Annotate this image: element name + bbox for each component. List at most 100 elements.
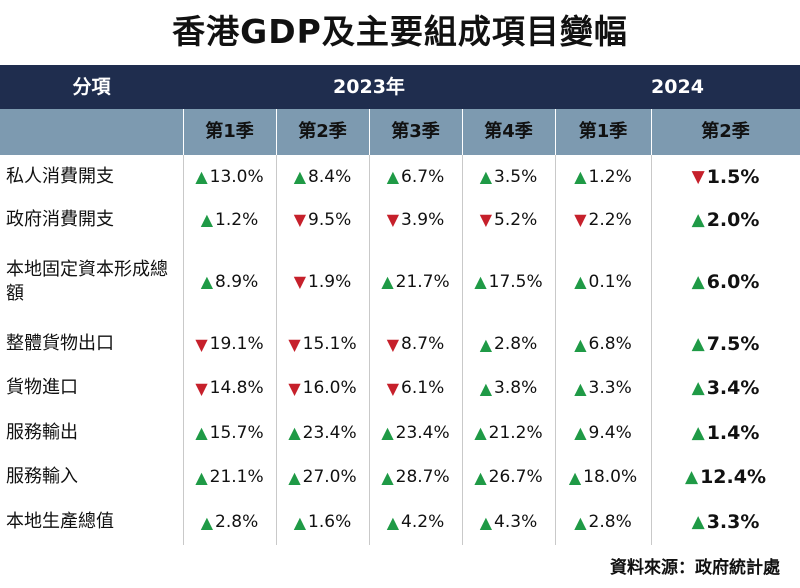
- value-cell: ▲ 1.2%: [555, 155, 651, 198]
- up-triangle-icon: ▲: [568, 467, 582, 487]
- value-cell: ▲ 1.2%: [183, 198, 276, 241]
- value-text: 15.1%: [302, 334, 357, 354]
- up-triangle-icon: ▲: [574, 378, 587, 398]
- value-text: 4.3%: [494, 512, 538, 532]
- down-triangle-icon: ▼: [195, 334, 208, 354]
- chart-title: 香港GDP及主要組成項目變幅: [172, 12, 628, 51]
- value-cell: ▼ 2.2%: [555, 198, 651, 241]
- up-triangle-icon: ▲: [381, 272, 394, 291]
- up-triangle-icon: ▲: [691, 271, 705, 292]
- value-text: 9.4%: [588, 422, 632, 443]
- value-cell: ▼ 6.1%: [369, 366, 462, 410]
- header-divider: [183, 109, 184, 155]
- header-row-quarters: 第1季 第2季 第3季 第4季 第1季 第2季: [0, 109, 800, 155]
- column-divider: [369, 155, 370, 545]
- down-triangle-icon: ▼: [574, 210, 587, 229]
- table-row: 本地固定資本形成總額 ▲ 8.9% ▼ 1.9% ▲ 21.7% ▲ 17.5% ▲ 0.1% ▲ 6.…: [0, 241, 800, 322]
- up-triangle-icon: ▲: [386, 512, 400, 532]
- value-text: 2.2%: [588, 209, 632, 230]
- column-divider: [276, 155, 277, 545]
- value-text: 27.0%: [302, 467, 357, 487]
- value-text: 6.7%: [401, 166, 445, 187]
- up-triangle-icon: ▲: [574, 272, 587, 291]
- value-cell: ▼ 9.5%: [276, 198, 369, 241]
- value-cell: ▼ 14.8%: [183, 366, 276, 410]
- value-text: 3.9%: [401, 209, 445, 230]
- value-text: 3.5%: [494, 166, 538, 187]
- up-triangle-icon: ▲: [474, 272, 487, 291]
- value-cell: ▲ 13.0%: [183, 155, 276, 198]
- header-divider: [651, 109, 652, 155]
- value-text: 13.0%: [209, 166, 264, 187]
- column-divider: [462, 155, 463, 545]
- value-text: 1.4%: [706, 421, 760, 444]
- table-row: 服務輸入 ▲ 21.1% ▲ 27.0% ▲ 28.7% ▲ 26.7% ▲ 18.0% ▲ 12.4%: [0, 455, 800, 499]
- value-cell: ▲ 3.4%: [651, 366, 800, 410]
- value-cell: ▲ 1.6%: [276, 499, 369, 545]
- value-cell: ▲ 26.7%: [462, 455, 555, 499]
- quarter-header: 第1季: [205, 121, 254, 142]
- up-triangle-icon: ▲: [685, 467, 699, 487]
- column-divider: [555, 155, 556, 545]
- header-divider: [276, 109, 277, 155]
- value-text: 2.8%: [588, 512, 632, 532]
- down-triangle-icon: ▼: [691, 166, 705, 187]
- value-cell: ▲ 1.4%: [651, 410, 800, 455]
- value-cell: ▲ 4.3%: [462, 499, 555, 545]
- value-cell: ▲ 7.5%: [651, 322, 800, 366]
- value-text: 28.7%: [395, 467, 450, 487]
- row-label: 本地固定資本形成總額: [6, 258, 168, 304]
- value-text: 1.9%: [308, 271, 352, 292]
- value-cell: ▲ 3.5%: [462, 155, 555, 198]
- value-cell: ▲ 3.3%: [651, 499, 800, 545]
- value-text: 6.0%: [706, 270, 760, 293]
- value-text: 3.8%: [494, 378, 538, 398]
- up-triangle-icon: ▲: [293, 167, 307, 186]
- value-text: 2.8%: [494, 334, 538, 354]
- value-cell: ▲ 2.0%: [651, 198, 800, 241]
- up-triangle-icon: ▲: [381, 423, 394, 442]
- up-triangle-icon: ▲: [195, 167, 208, 186]
- value-cell: ▲ 8.4%: [276, 155, 369, 198]
- source-note: 資料來源：政府統計處: [610, 558, 780, 578]
- row-label: 政府消費開支: [6, 208, 114, 230]
- value-cell: ▲ 21.2%: [462, 410, 555, 455]
- up-triangle-icon: ▲: [691, 512, 705, 532]
- value-text: 16.0%: [302, 378, 357, 398]
- down-triangle-icon: ▼: [195, 378, 208, 398]
- value-text: 8.4%: [308, 166, 352, 187]
- value-text: 14.8%: [209, 378, 264, 398]
- down-triangle-icon: ▼: [288, 378, 301, 398]
- value-text: 23.4%: [302, 422, 357, 443]
- up-triangle-icon: ▲: [574, 167, 587, 186]
- value-cell: ▼ 16.0%: [276, 366, 369, 410]
- value-cell: ▲ 21.1%: [183, 455, 276, 499]
- value-cell: ▲ 27.0%: [276, 455, 369, 499]
- down-triangle-icon: ▼: [386, 334, 400, 354]
- up-triangle-icon: ▲: [386, 167, 400, 186]
- up-triangle-icon: ▲: [381, 467, 394, 487]
- year-2023-header: 2023年: [333, 76, 405, 98]
- value-text: 0.1%: [588, 271, 632, 292]
- row-label: 服務輸入: [6, 466, 78, 487]
- year-2024-header: 2024: [651, 76, 704, 98]
- value-cell: ▲ 2.8%: [183, 499, 276, 545]
- value-text: 6.8%: [588, 334, 632, 354]
- up-triangle-icon: ▲: [200, 512, 214, 532]
- value-cell: ▲ 2.8%: [555, 499, 651, 545]
- value-text: 8.7%: [401, 334, 445, 354]
- row-label: 私人消費開支: [6, 165, 114, 187]
- up-triangle-icon: ▲: [200, 272, 214, 291]
- value-cell: ▲ 4.2%: [369, 499, 462, 545]
- up-triangle-icon: ▲: [691, 334, 705, 354]
- up-triangle-icon: ▲: [479, 378, 493, 398]
- table-row: 政府消費開支 ▲ 1.2% ▼ 9.5% ▼ 3.9% ▼ 5.2% ▼ 2.2% ▲ 2.0%: [0, 198, 800, 241]
- value-cell: ▲ 6.7%: [369, 155, 462, 198]
- row-label: 本地生產總值: [6, 511, 114, 532]
- up-triangle-icon: ▲: [200, 210, 214, 229]
- value-cell: ▼ 1.9%: [276, 241, 369, 322]
- up-triangle-icon: ▲: [479, 512, 493, 532]
- up-triangle-icon: ▲: [195, 423, 208, 442]
- value-text: 3.4%: [706, 377, 760, 399]
- up-triangle-icon: ▲: [288, 467, 301, 487]
